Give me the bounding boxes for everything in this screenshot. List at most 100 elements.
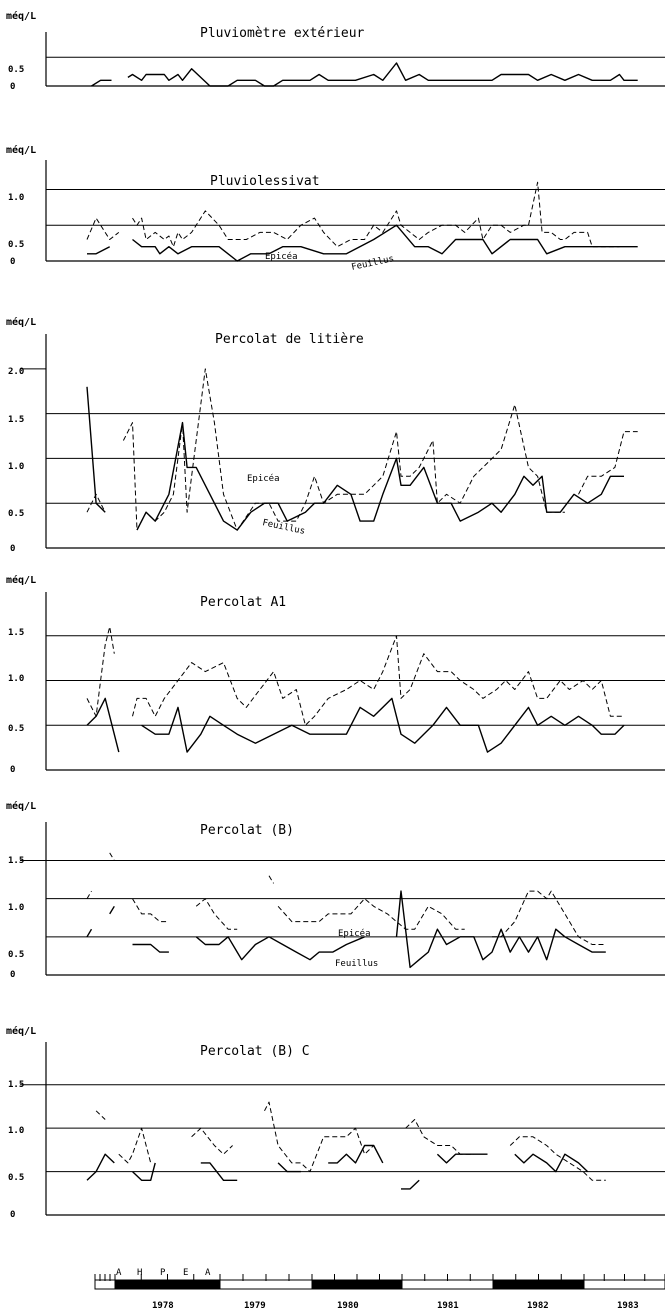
series-line-epica [195,898,238,930]
year-bars [94,1274,665,1290]
series-line-feuillus [141,697,625,753]
y-tick-label: 0 [10,970,15,980]
year-label: 1980 [337,1301,359,1311]
series-line-epica [264,1101,375,1173]
panel-b: méq/L Percolat (B) 1.5 1.0 0.5 0 Epicéa … [6,800,665,980]
series-line-feuillus [86,697,120,753]
panel-title: Percolat de litière [215,332,364,347]
panel-bc: méq/L Percolat (B) C 1.5 1.0 0.5 0 [6,1025,665,1220]
y-tick-label: 1.5 [8,1080,24,1090]
y-tick-label: 0 [10,765,15,775]
panel-title: Percolat (B) C [200,1044,310,1059]
series-line-epica [132,181,620,248]
season-label: H [137,1268,142,1278]
series-line-feuillus [86,1153,115,1181]
series-label-feuillus: Feuillus [351,254,395,273]
panel-unit: méq/L [6,316,36,328]
year-bar [94,1279,116,1290]
y-tick-label: 0.5 [8,240,24,250]
series-line-feuillus [132,1162,156,1182]
year-bar [114,1279,221,1290]
year-bar [311,1279,403,1290]
y-tick-label: 1.0 [8,674,24,684]
series-line-epica [277,898,465,930]
series-line-feuillus [401,1179,420,1190]
series-line-feuillus [132,943,169,953]
y-tick-label: 1.0 [8,462,24,472]
panel-unit: méq/L [6,144,36,156]
series-line-epica [509,1136,606,1181]
panel-unit: méq/L [6,10,36,22]
y-tick-label: 1.5 [8,628,24,638]
series-line-feuillus [328,1144,384,1164]
series-line-epica [109,852,115,861]
series-line-feuillus [436,1153,488,1164]
series-line-series [91,79,112,87]
y-tick-label: 0.5 [8,950,24,960]
y-tick-label: 0 [10,1210,15,1220]
year-label: 1979 [244,1301,266,1311]
series-line-feuillus [132,224,638,262]
season-label: E [183,1268,188,1278]
series-line-feuillus [200,1162,238,1182]
panel-pluviometre: méq/L Pluviomètre extérieur 0.5 0 [6,10,665,92]
series-line-feuillus [395,890,606,969]
y-tick-label: 0.5 [8,65,24,75]
y-tick-label: 0 [10,82,15,92]
plot-area [20,334,665,549]
series-label-epicea: Epicéa [265,251,298,262]
series-line-epica [191,1127,233,1155]
series-line-feuillus [86,386,106,513]
series-label-epicea: Epicéa [338,928,371,939]
series-line-epica [86,217,120,240]
panel-title: Percolat A1 [200,595,286,610]
y-tick-label: 2.0 [8,367,24,377]
season-label: P [160,1268,166,1278]
year-bar [583,1279,665,1290]
y-tick-label: 0.5 [8,1173,24,1183]
series-line-epica [268,875,275,884]
series-line-epica [132,635,624,726]
series-line-epica [86,626,115,717]
plot-area [45,32,665,87]
series-line-epica [578,431,638,495]
series-label-epicea: Epicéa [247,473,280,484]
series-label-feuillus: Feuillus [335,959,378,969]
panel-unit: méq/L [6,1025,36,1037]
plot-area [20,822,665,976]
panel-unit: méq/L [6,800,36,812]
series-line-epica [118,1127,152,1164]
series-line-series [127,62,638,87]
series-line-feuillus [277,1162,301,1173]
y-tick-label: 0.5 [8,724,24,734]
series-line-epica [122,368,565,531]
y-tick-label: 0 [10,544,15,554]
series-line-epica [405,1119,474,1155]
series-line-feuillus [514,1153,589,1173]
panel-title: Pluviomètre extérieur [200,26,365,41]
series-line-epica [132,898,169,923]
panel-title: Pluviolessivat [210,174,320,189]
y-tick-label: 1.0 [8,193,24,203]
panel-pluviolessivat: méq/L Pluviolessivat 1.0 0.5 0 Epicéa Fe… [6,144,665,273]
y-tick-label: 0.5 [8,509,24,519]
year-bar [219,1279,313,1290]
year-label: 1981 [437,1301,459,1311]
y-tick-label: 1.5 [8,856,24,866]
series-line-epica [492,890,606,945]
plot-area [45,160,665,262]
plot-area [20,1042,665,1216]
series-line-feuillus [86,928,93,938]
season-label: A [116,1268,122,1278]
y-tick-label: 1.5 [8,415,24,425]
y-tick-label: 1.0 [8,903,24,913]
panel-title: Percolat (B) [200,823,294,838]
series-line-epica [95,1110,106,1120]
y-tick-label: 1.0 [8,1126,24,1136]
series-line-feuillus [109,905,115,915]
series-line-feuillus [136,421,624,531]
year-bar [492,1279,585,1290]
year-label: 1983 [617,1301,639,1311]
plot-area [45,592,665,771]
